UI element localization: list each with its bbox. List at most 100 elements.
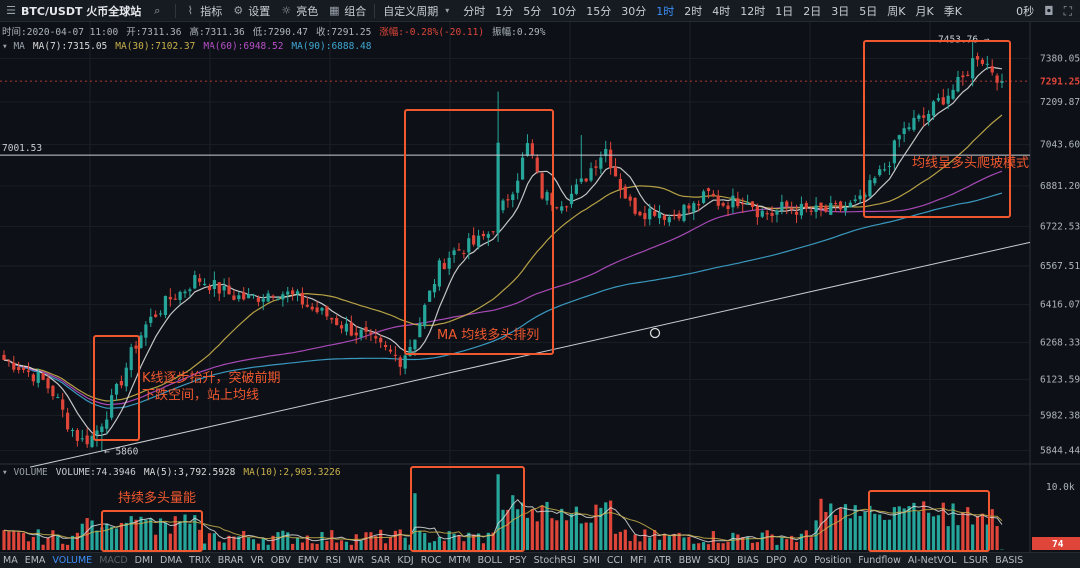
indicator-tab-wr[interactable]: WR	[348, 555, 365, 566]
indicator-tab-cci[interactable]: CCI	[606, 555, 623, 566]
indicator-tab-ai-netvol[interactable]: AI-NetVOL	[907, 555, 957, 566]
period-tab-1[interactable]: 1分	[495, 4, 514, 18]
indicator-tab-vr[interactable]: VR	[250, 555, 264, 566]
period-tab-12[interactable]: 3日	[831, 4, 850, 18]
volume-bar	[594, 504, 598, 550]
volume-bar	[516, 509, 520, 550]
candle-body	[506, 199, 510, 201]
ma-toggle[interactable]: ▾ MA	[2, 40, 25, 52]
indicator-tab-sar[interactable]: SAR	[371, 555, 391, 566]
indicator-tab-smi[interactable]: SMI	[582, 555, 600, 566]
indicator-tab-brar[interactable]: BRAR	[217, 555, 244, 566]
period-tab-9[interactable]: 12时	[740, 4, 766, 18]
period-tab-14[interactable]: 周K	[887, 4, 906, 18]
period-tab-2[interactable]: 5分	[523, 4, 542, 18]
indicator-tab-bias[interactable]: BIAS	[737, 555, 759, 566]
indicator-tab-dpo[interactable]: DPO	[765, 555, 787, 566]
candle-body	[149, 316, 153, 323]
indicator-tab-skdj[interactable]: SKDJ	[707, 555, 731, 566]
theme-label: 亮色	[296, 4, 319, 18]
price-tick-label: 7043.60	[1040, 139, 1080, 150]
ohlc-amplitude: 振幅:0.29%	[492, 27, 546, 38]
indicator-tab-stochrsi[interactable]: StochRSI	[533, 555, 576, 566]
volume-bar	[863, 511, 867, 550]
candle-body	[467, 238, 471, 253]
indicators-button[interactable]: ⌇ 指标	[179, 0, 227, 22]
period-tab-11[interactable]: 2日	[803, 4, 822, 18]
volume-toggle[interactable]: ▾ VOLUME	[2, 466, 48, 478]
period-tab-10[interactable]: 1日	[775, 4, 794, 18]
fullscreen-icon[interactable]: ⛶	[1063, 3, 1072, 18]
indicator-tab-roc[interactable]: ROC	[420, 555, 442, 566]
indicator-tab-boll[interactable]: BOLL	[477, 555, 503, 566]
indicator-tab-macd[interactable]: MACD	[99, 555, 128, 566]
menu-icon: ☰	[6, 3, 16, 17]
period-tab-15[interactable]: 月K	[915, 4, 934, 18]
indicator-tab-trix[interactable]: TRIX	[189, 555, 211, 566]
indicator-tab-bbw[interactable]: BBW	[678, 555, 701, 566]
volume-bar	[330, 530, 334, 550]
indicator-tab-ao[interactable]: AO	[793, 555, 808, 566]
candle-body	[207, 286, 212, 291]
candle-body	[432, 284, 437, 293]
period-tab-4[interactable]: 15分	[586, 4, 612, 18]
trend-line-handle[interactable]	[649, 327, 661, 339]
period-tab-16[interactable]: 季K	[943, 4, 962, 18]
candle-body	[85, 435, 89, 445]
period-tab-3[interactable]: 10分	[551, 4, 577, 18]
volume-bar	[525, 517, 530, 550]
indicator-tab-basis[interactable]: BASIS	[995, 555, 1024, 566]
period-tab-8[interactable]: 4时	[712, 4, 731, 18]
volume-bar	[56, 534, 60, 550]
indicator-tab-fundflow[interactable]: Fundflow	[858, 555, 901, 566]
volume-bar	[672, 533, 676, 550]
indicator-tab-dmi[interactable]: DMI	[134, 555, 153, 566]
volume-bar	[119, 522, 124, 550]
theme-button[interactable]: ☼ 亮色	[275, 0, 323, 22]
period-tab-0[interactable]: 分时	[463, 4, 486, 18]
candle-body	[966, 74, 970, 76]
indicator-tab-ma[interactable]: MA	[3, 555, 18, 566]
candle-body	[971, 58, 975, 79]
search-button[interactable]: ⌕	[146, 0, 172, 22]
candle-body	[154, 314, 158, 317]
indicator-tab-ema[interactable]: EMA	[24, 555, 46, 566]
volume-bar	[760, 532, 764, 550]
candle-body	[227, 285, 231, 295]
ohlc-close: 收:7291.25	[316, 27, 372, 38]
indicator-tab-kdj[interactable]: KDJ	[397, 555, 414, 566]
indicator-tab-mtm[interactable]: MTM	[448, 555, 471, 566]
period-tab-5[interactable]: 30分	[621, 4, 647, 18]
camera-icon[interactable]: ◘	[1044, 4, 1054, 18]
volume-bar	[726, 541, 730, 550]
period-tab-7[interactable]: 2时	[684, 4, 703, 18]
volume-bar	[202, 543, 207, 550]
candle-body	[638, 211, 642, 216]
volume-bar	[178, 521, 182, 550]
layout-button[interactable]: ▦ 组合	[323, 0, 371, 22]
indicator-tab-emv[interactable]: EMV	[297, 555, 319, 566]
candle-body	[295, 291, 300, 295]
candle-body	[613, 166, 618, 177]
indicator-tab-volume[interactable]: VOLUME	[52, 555, 93, 566]
candle-body	[1000, 81, 1004, 83]
period-tab-6[interactable]: 1时	[656, 4, 675, 18]
indicator-tab-obv[interactable]: OBV	[270, 555, 291, 566]
candle-body	[790, 207, 794, 210]
symbol-selector[interactable]: ☰ BTC/USDT 火币全球站	[0, 0, 146, 22]
candle-body	[75, 430, 79, 441]
annotation-box-volume-3	[868, 490, 990, 552]
volume-bar	[349, 544, 353, 550]
indicator-tab-lsur[interactable]: LSUR	[963, 555, 989, 566]
indicator-tab-position[interactable]: Position	[814, 555, 852, 566]
settings-button[interactable]: ⚙ 设置	[227, 0, 275, 22]
indicator-tab-mfi[interactable]: MFI	[629, 555, 647, 566]
candle-body	[687, 205, 691, 209]
period-tab-13[interactable]: 5日	[859, 4, 878, 18]
indicator-tab-atr[interactable]: ATR	[653, 555, 672, 566]
indicator-tab-dma[interactable]: DMA	[160, 555, 183, 566]
custom-period-dropdown[interactable]: 自定义周期 ▾	[378, 0, 458, 22]
indicator-tab-psy[interactable]: PSY	[509, 555, 527, 566]
indicator-tab-rsi[interactable]: RSI	[325, 555, 342, 566]
